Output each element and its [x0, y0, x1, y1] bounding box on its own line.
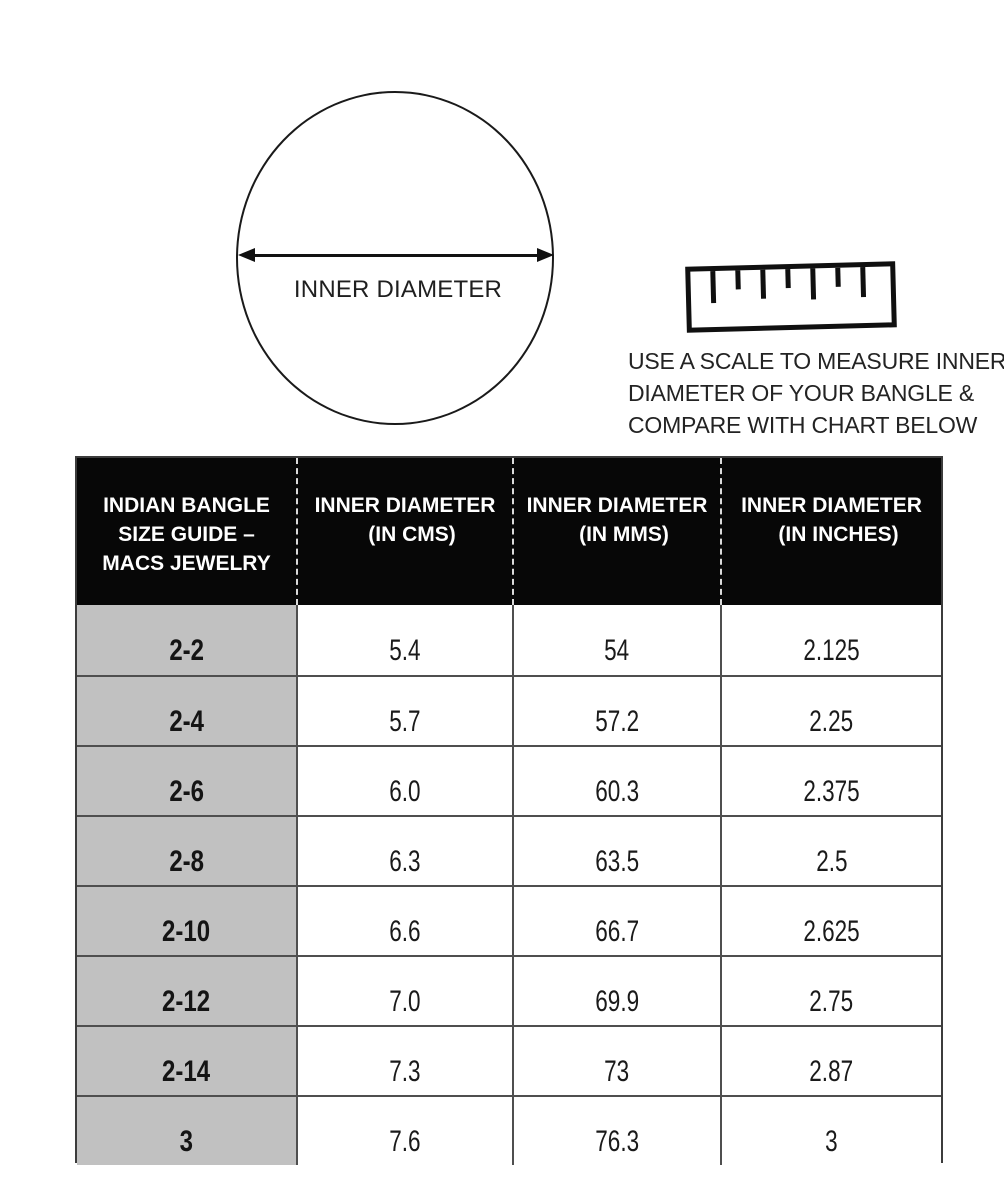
table-body: 2-2 5.4 54 2.125 2-4 5.7 57.2 2.25 2-6 6.0 60.3 2.3… [77, 605, 941, 1165]
diameter-arrow [252, 254, 540, 257]
inches-cell-value: 2.75 [809, 985, 854, 1018]
inches-cell: 2.375 [720, 747, 941, 815]
table-header-row: INDIAN BANGLE SIZE GUIDE – MACS JEWELRY … [77, 458, 941, 605]
ruler-tick [860, 267, 867, 298]
ruler-tick [760, 269, 767, 299]
table-row: 2-4 5.7 57.2 2.25 [77, 675, 941, 745]
size-cell: 3 [77, 1097, 296, 1165]
arrow-left-head-icon [238, 248, 255, 262]
size-cell: 2-10 [77, 887, 296, 955]
inches-cell: 2.25 [720, 677, 941, 745]
mms-cell-value: 66.7 [595, 915, 639, 948]
size-cell-value: 2-14 [162, 1055, 211, 1088]
cms-cell: 5.7 [296, 677, 512, 745]
cms-cell: 6.0 [296, 747, 512, 815]
inches-cell-value: 3 [825, 1125, 838, 1158]
table-row: 3 7.6 76.3 3 [77, 1095, 941, 1165]
inches-cell-value: 2.625 [803, 915, 860, 948]
cms-cell-value: 7.3 [389, 1055, 421, 1088]
size-cell-value: 2-8 [169, 845, 204, 878]
ruler-tick [810, 268, 817, 300]
table-row: 2-12 7.0 69.9 2.75 [77, 955, 941, 1025]
instruction-line: DIAMETER OF YOUR BANGLE & [628, 380, 975, 406]
table-row: 2-10 6.6 66.7 2.625 [77, 885, 941, 955]
inches-cell-value: 2.25 [809, 705, 854, 738]
inches-cell: 3 [720, 1097, 941, 1165]
ruler-tick [710, 270, 717, 304]
inches-cell: 2.625 [720, 887, 941, 955]
inches-cell-value: 2.125 [803, 634, 860, 667]
mms-cell-value: 54 [604, 634, 630, 667]
ruler-tick [785, 269, 791, 289]
size-cell: 2-4 [77, 677, 296, 745]
size-cell-value: 2-6 [169, 775, 204, 808]
inches-cell: 2.87 [720, 1027, 941, 1095]
header-diameter-mms: INNER DIAMETER (IN MMS) [512, 458, 720, 605]
mms-cell-value: 60.3 [595, 775, 639, 808]
mms-cell: 73 [512, 1027, 720, 1095]
mms-cell-value: 63.5 [595, 845, 639, 878]
cms-cell: 6.6 [296, 887, 512, 955]
size-cell: 2-14 [77, 1027, 296, 1095]
inches-cell: 2.75 [720, 957, 941, 1025]
cms-cell-value: 5.4 [389, 634, 421, 667]
mms-cell: 63.5 [512, 817, 720, 885]
size-cell-value: 2-12 [162, 985, 211, 1018]
size-cell-value: 2-4 [169, 705, 204, 738]
table-row: 2-14 7.3 73 2.87 [77, 1025, 941, 1095]
instruction-line: COMPARE WITH CHART BELOW [628, 412, 978, 438]
inches-cell-value: 2.87 [809, 1055, 854, 1088]
cms-cell: 7.6 [296, 1097, 512, 1165]
inches-cell: 2.5 [720, 817, 941, 885]
header-size-guide: INDIAN BANGLE SIZE GUIDE – MACS JEWELRY [102, 494, 271, 575]
inner-diameter-label: INNER DIAMETER [293, 276, 503, 303]
size-cell: 2-12 [77, 957, 296, 1025]
bangle-circle [236, 91, 554, 425]
mms-cell-value: 57.2 [595, 705, 639, 738]
mms-cell-value: 76.3 [595, 1125, 639, 1158]
mms-cell: 57.2 [512, 677, 720, 745]
cms-cell-value: 7.6 [389, 1125, 421, 1158]
size-cell: 2-8 [77, 817, 296, 885]
mms-cell: 60.3 [512, 747, 720, 815]
arrow-right-head-icon [537, 248, 554, 262]
cms-cell-value: 5.7 [389, 705, 421, 738]
size-cell-value: 2-2 [169, 634, 204, 667]
mms-cell: 66.7 [512, 887, 720, 955]
size-cell: 2-6 [77, 747, 296, 815]
size-cell-value: 3 [179, 1125, 194, 1158]
cms-cell-value: 6.3 [389, 845, 421, 878]
cms-cell-value: 6.6 [389, 915, 421, 948]
inches-cell: 2.125 [720, 605, 941, 675]
header-diameter-cms: INNER DIAMETER (IN CMS) [296, 458, 512, 605]
mms-cell-value: 69.9 [595, 985, 639, 1018]
size-chart-table: INDIAN BANGLE SIZE GUIDE – MACS JEWELRY … [75, 456, 943, 1165]
header-diameter-inches: INNER DIAMETER (IN INCHES) [720, 458, 941, 605]
mms-cell: 69.9 [512, 957, 720, 1025]
instruction-text: USE A SCALE TO MEASURE INNER DIAMETER OF… [628, 345, 1004, 441]
size-cell-value: 2-10 [162, 915, 211, 948]
ruler-icon [685, 261, 897, 333]
mms-cell: 54 [512, 605, 720, 675]
table-row: 2-2 5.4 54 2.125 [77, 605, 941, 675]
cms-cell: 6.3 [296, 817, 512, 885]
ruler-tick [735, 270, 741, 290]
ruler-tick [835, 267, 841, 287]
size-cell: 2-2 [77, 605, 296, 675]
mms-cell-value: 73 [604, 1055, 630, 1088]
table-row: 2-6 6.0 60.3 2.375 [77, 745, 941, 815]
cms-cell: 5.4 [296, 605, 512, 675]
inches-cell-value: 2.375 [803, 775, 860, 808]
mms-cell: 76.3 [512, 1097, 720, 1165]
cms-cell-value: 6.0 [389, 775, 421, 808]
instruction-line: USE A SCALE TO MEASURE INNER [628, 348, 1004, 374]
inches-cell-value: 2.5 [815, 845, 848, 878]
cms-cell: 7.3 [296, 1027, 512, 1095]
cms-cell: 7.0 [296, 957, 512, 1025]
cms-cell-value: 7.0 [389, 985, 421, 1018]
table-row: 2-8 6.3 63.5 2.5 [77, 815, 941, 885]
